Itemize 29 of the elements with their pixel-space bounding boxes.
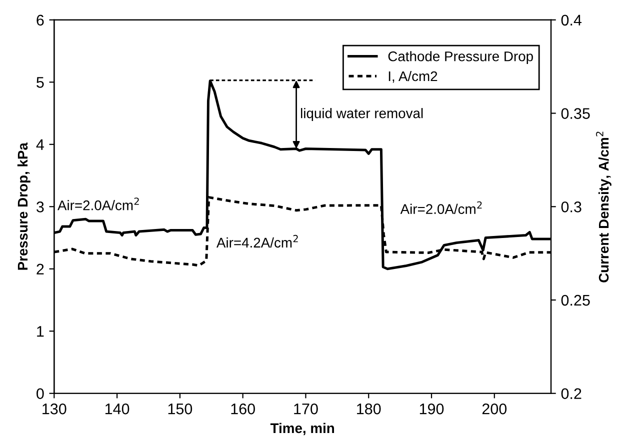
y2-tick-label: 0.35 — [561, 108, 590, 119]
y2-axis-title: Current Density, A/cm$^{2}$ — [596, 132, 612, 282]
y2-tick-label: 0.4 — [561, 14, 582, 26]
legend-label: I, A/cm2 — [388, 70, 438, 83]
y2-tick-label: 0.2 — [561, 388, 582, 400]
x-tick-label: 190 — [420, 404, 444, 414]
annotation: Air=4.2A/cm$^{2}$ — [216, 234, 298, 248]
y-tick-label: 5 — [36, 77, 44, 88]
y2-tick-label: 0.3 — [561, 202, 582, 212]
annotation: liquid water removal — [300, 108, 423, 121]
y-tick-label: 0 — [36, 388, 44, 400]
y-tick-label: 2 — [36, 264, 44, 274]
x-tick-label: 130 — [42, 404, 66, 414]
x-tick-label: 150 — [168, 404, 192, 414]
y-axis-title: Pressure Drop, kPa — [17, 142, 30, 270]
y2-tick-label: 0.25 — [561, 294, 590, 306]
x-tick-label: 160 — [231, 404, 255, 414]
x-tick-label: 170 — [294, 404, 318, 414]
x-tick-label: 140 — [105, 404, 130, 414]
y-tick-label: 1 — [37, 326, 44, 337]
x-axis-title: Time, min — [270, 422, 334, 436]
x-tick-label: 200 — [482, 404, 507, 414]
y-tick-label: 6 — [36, 14, 44, 26]
y-tick-label: 4 — [36, 139, 44, 150]
x-tick-label: 180 — [357, 404, 381, 414]
annotation: Air=2.0A/cm$^{2}$ — [400, 201, 482, 214]
legend-label: Cathode Pressure Drop — [388, 51, 533, 64]
annotation: Air=2.0A/cm$^{2}$ — [58, 198, 139, 210]
y-tick-label: 3 — [36, 202, 44, 212]
